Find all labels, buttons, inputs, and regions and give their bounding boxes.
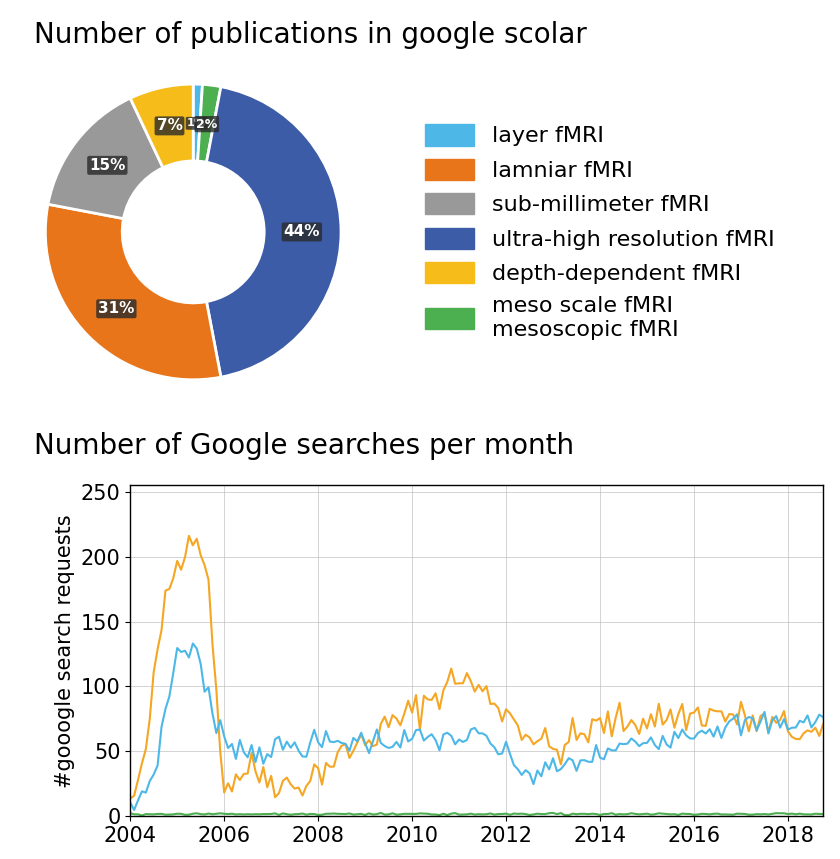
Text: 1%: 1%	[187, 119, 206, 128]
Text: 7%: 7%	[156, 119, 182, 133]
Wedge shape	[207, 87, 341, 377]
Wedge shape	[197, 84, 221, 162]
Wedge shape	[45, 204, 221, 380]
Wedge shape	[193, 84, 202, 161]
Wedge shape	[130, 84, 193, 168]
Wedge shape	[48, 98, 163, 219]
Text: 15%: 15%	[89, 158, 125, 173]
Text: 2%: 2%	[197, 118, 218, 131]
Text: Number of publications in google scolar: Number of publications in google scolar	[34, 21, 586, 50]
Legend: layer fMRI, lamniar fMRI, sub-millimeter fMRI, ultra-high resolution fMRI, depth: layer fMRI, lamniar fMRI, sub-millimeter…	[418, 118, 781, 346]
Text: 31%: 31%	[98, 302, 134, 316]
Text: Number of Google searches per month: Number of Google searches per month	[34, 431, 574, 460]
Text: 44%: 44%	[284, 224, 320, 240]
Y-axis label: #gooogle search requests: #gooogle search requests	[55, 514, 75, 788]
